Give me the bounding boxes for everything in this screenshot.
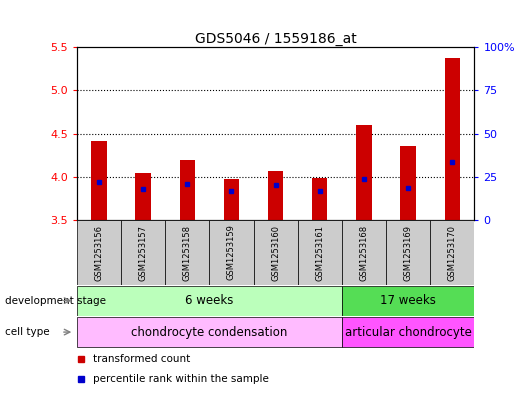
Text: GSM1253168: GSM1253168	[359, 224, 368, 281]
Text: GSM1253159: GSM1253159	[227, 224, 236, 281]
Bar	[224, 180, 239, 220]
Text: GSM1253157: GSM1253157	[139, 224, 147, 281]
Bar	[430, 220, 474, 285]
Text: GSM1253169: GSM1253169	[404, 224, 412, 281]
Bar	[342, 220, 386, 285]
Title: GDS5046 / 1559186_at: GDS5046 / 1559186_at	[195, 32, 357, 46]
Text: GSM1253170: GSM1253170	[448, 224, 457, 281]
Bar	[77, 317, 342, 347]
Bar	[253, 220, 298, 285]
Text: GSM1253160: GSM1253160	[271, 224, 280, 281]
Bar	[77, 220, 121, 285]
Bar	[268, 171, 284, 220]
Bar	[298, 220, 342, 285]
Text: GSM1253158: GSM1253158	[183, 224, 192, 281]
Bar	[121, 220, 165, 285]
Bar	[135, 173, 151, 220]
Text: cell type: cell type	[5, 327, 50, 337]
Text: chondrocyte condensation: chondrocyte condensation	[131, 325, 288, 339]
Bar	[312, 178, 328, 220]
Bar	[342, 286, 474, 316]
Text: percentile rank within the sample: percentile rank within the sample	[93, 374, 269, 384]
Bar	[77, 286, 342, 316]
Bar	[209, 220, 253, 285]
Bar	[445, 59, 460, 220]
Text: GSM1253156: GSM1253156	[94, 224, 103, 281]
Text: articular chondrocyte: articular chondrocyte	[344, 325, 472, 339]
Text: GSM1253161: GSM1253161	[315, 224, 324, 281]
Bar	[165, 220, 209, 285]
Bar	[342, 317, 474, 347]
Text: development stage: development stage	[5, 296, 107, 306]
Text: 6 weeks: 6 weeks	[185, 294, 234, 307]
Text: transformed count: transformed count	[93, 354, 190, 364]
Bar	[356, 125, 372, 220]
Bar	[386, 220, 430, 285]
Text: 17 weeks: 17 weeks	[380, 294, 436, 307]
Bar	[180, 160, 195, 220]
Bar	[400, 146, 416, 220]
Bar	[91, 141, 107, 220]
